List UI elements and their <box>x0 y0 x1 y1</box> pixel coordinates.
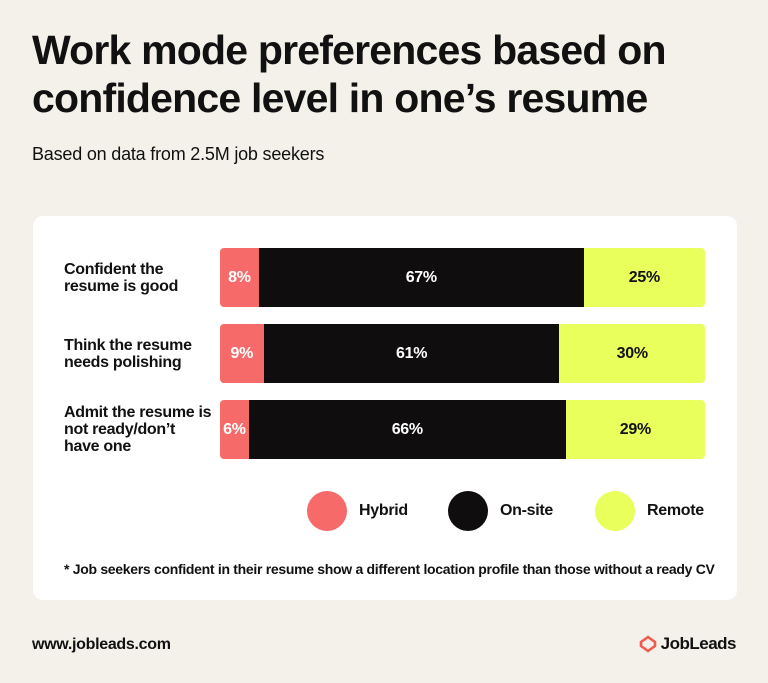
category-label: Think the resume needs polishing <box>64 336 192 371</box>
legend-swatch-remote <box>595 491 635 531</box>
legend-item-onsite: On-site <box>448 491 553 531</box>
chart-card: Confident the resume is good 8% 67% 25% Thin… <box>33 216 737 600</box>
page-title: Work mode preferences based on confidenc… <box>32 27 667 121</box>
bar-row-polishing: Think the resume needs polishing 9% 61% 30% <box>33 324 737 383</box>
bar-segment-hybrid: 6% <box>220 400 249 459</box>
bar-row-not-ready: Admit the resume is not ready/don’t have… <box>33 400 737 459</box>
legend-item-remote: Remote <box>595 491 704 531</box>
bar-segment-remote: 29% <box>565 400 705 459</box>
chart-legend: Hybrid On-site Remote <box>33 491 737 531</box>
legend-swatch-onsite <box>448 491 488 531</box>
bar-segment-remote: 30% <box>559 324 705 383</box>
category-label: Admit the resume is not ready/don’t have… <box>64 404 212 455</box>
bar-row-confident: Confident the resume is good 8% 67% 25% <box>33 248 737 307</box>
stacked-bar: 8% 67% 25% <box>220 248 705 307</box>
legend-swatch-hybrid <box>307 491 347 531</box>
footer-url[interactable]: www.jobleads.com <box>32 636 171 653</box>
stacked-bar: 9% 61% 30% <box>220 324 705 383</box>
brand-name: JobLeads <box>660 634 737 653</box>
legend-label-hybrid: Hybrid <box>359 502 408 519</box>
legend-item-hybrid: Hybrid <box>307 491 408 531</box>
page-subtitle: Based on data from 2.5M job seekers <box>32 144 325 164</box>
footnote: * Job seekers confident in their resume … <box>64 561 715 577</box>
bar-segment-onsite: 61% <box>263 324 560 383</box>
category-label: Confident the resume is good <box>64 260 179 295</box>
bar-segment-onsite: 66% <box>248 400 566 459</box>
bar-segment-hybrid: 8% <box>220 248 259 307</box>
legend-label-remote: Remote <box>647 502 704 519</box>
jobleads-logo-icon <box>639 635 656 653</box>
stacked-bar: 6% 66% 29% <box>220 400 705 459</box>
bar-segment-onsite: 67% <box>258 248 584 307</box>
bar-segment-remote: 25% <box>583 248 705 307</box>
bar-segment-hybrid: 9% <box>220 324 264 383</box>
legend-label-onsite: On-site <box>500 502 554 519</box>
brand: JobLeads <box>639 634 737 654</box>
